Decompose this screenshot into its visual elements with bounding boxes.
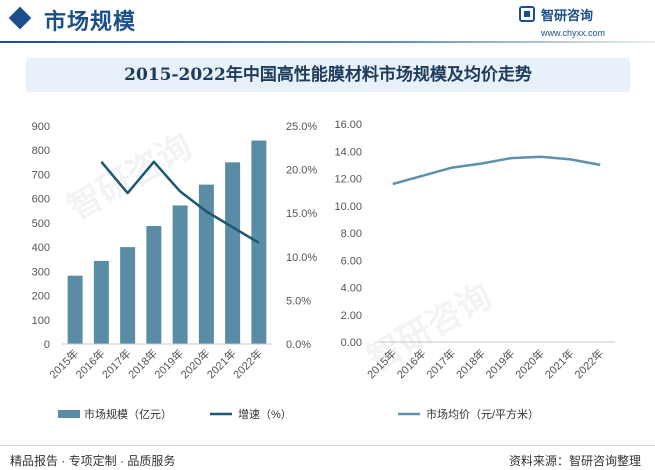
y-tick-label-left: 400 <box>32 242 50 254</box>
y-tick-label-price: 10.00 <box>334 201 362 213</box>
chart-title-band: 2015-2022年中国高性能膜材料市场规模及均价走势 <box>26 58 630 92</box>
bar-market-size <box>93 260 109 344</box>
bar-market-size <box>198 184 214 344</box>
y-tick-label-right: 20.0% <box>286 165 317 177</box>
y-tick-label-price: 4.00 <box>341 283 362 295</box>
footer-source: 资料来源：智研咨询整理 <box>508 454 641 468</box>
legend-label-growth: 增速（%） <box>238 407 292 421</box>
page-footer: 精品报告 · 专项定制 · 品质服务 资料来源：智研咨询整理 <box>0 445 655 470</box>
y-tick-label-left: 600 <box>32 194 50 206</box>
price-line <box>392 155 601 186</box>
chart-title: 2015-2022年中国高性能膜材料市场规模及均价走势 <box>124 65 532 85</box>
y-tick-label-left: 200 <box>32 291 50 303</box>
x-tick-label-right: 2020年 <box>512 346 547 381</box>
growth-rate-line <box>100 160 260 244</box>
y-tick-label-right: 25.0% <box>286 121 317 133</box>
y-tick-label-price: 6.00 <box>341 255 362 267</box>
y-tick-label-right: 10.0% <box>286 252 317 264</box>
bar-market-size <box>172 205 188 344</box>
y-tick-label-price: 0.00 <box>341 337 362 349</box>
y-tick-label-left: 500 <box>32 218 50 230</box>
chart-canvas: 0 100 200 300 400 500 600 700 800 900 0.0% 5.0% 10.0… <box>32 119 615 421</box>
x-tick-label-right: 2017年 <box>423 346 458 381</box>
x-tick-label-right: 2015年 <box>364 346 399 381</box>
x-tick-label-right: 2016年 <box>394 346 429 381</box>
footer-tagline: 精品报告 · 专项定制 · 品质服务 <box>10 454 176 468</box>
section-title: 市场规模 <box>44 9 137 34</box>
x-tick-label-right: 2018年 <box>453 346 488 381</box>
header-divider <box>0 41 655 43</box>
brand-url: www.chyxx.com <box>541 28 606 38</box>
y-tick-label-left: 0 <box>44 339 50 351</box>
bar-market-size <box>146 226 162 344</box>
legend-label-price: 市场均价（元/平方米） <box>426 407 539 421</box>
x-tick-label-right: 2019年 <box>482 346 517 381</box>
y-tick-label-price: 2.00 <box>341 310 362 322</box>
y-tick-label-left: 800 <box>32 145 50 157</box>
y-tick-label-left: 300 <box>32 266 50 278</box>
bar-market-size <box>225 162 241 344</box>
y-tick-label-left: 100 <box>32 315 50 327</box>
bar-market-size <box>67 275 83 344</box>
y-tick-label-right: 5.0% <box>286 295 311 307</box>
legend-swatch-market-size <box>58 410 80 418</box>
y-tick-label-left: 700 <box>32 169 50 181</box>
brand-icon <box>519 6 535 22</box>
bar-market-size <box>120 247 136 344</box>
page-header: 市场规模 智研咨询 www.chyxx.com <box>0 0 655 46</box>
x-tick-label-right: 2021年 <box>542 346 577 381</box>
y-tick-label-price: 14.00 <box>334 146 362 158</box>
brand-logo: 智研咨询 www.chyxx.com <box>519 6 639 42</box>
y-tick-label-right: 0.0% <box>286 339 311 351</box>
legend-label-market-size: 市场规模（亿元） <box>84 407 172 421</box>
y-tick-label-price: 16.00 <box>334 119 362 131</box>
y-tick-label-price: 8.00 <box>341 228 362 240</box>
y-tick-label-price: 12.00 <box>334 174 362 186</box>
y-tick-label-right: 15.0% <box>286 208 317 220</box>
brand-name: 智研咨询 <box>541 8 594 23</box>
x-tick-label-right: 2022年 <box>571 346 606 381</box>
x-tick-label-left: 2022年 <box>230 346 265 381</box>
y-tick-label-left: 900 <box>32 121 50 133</box>
